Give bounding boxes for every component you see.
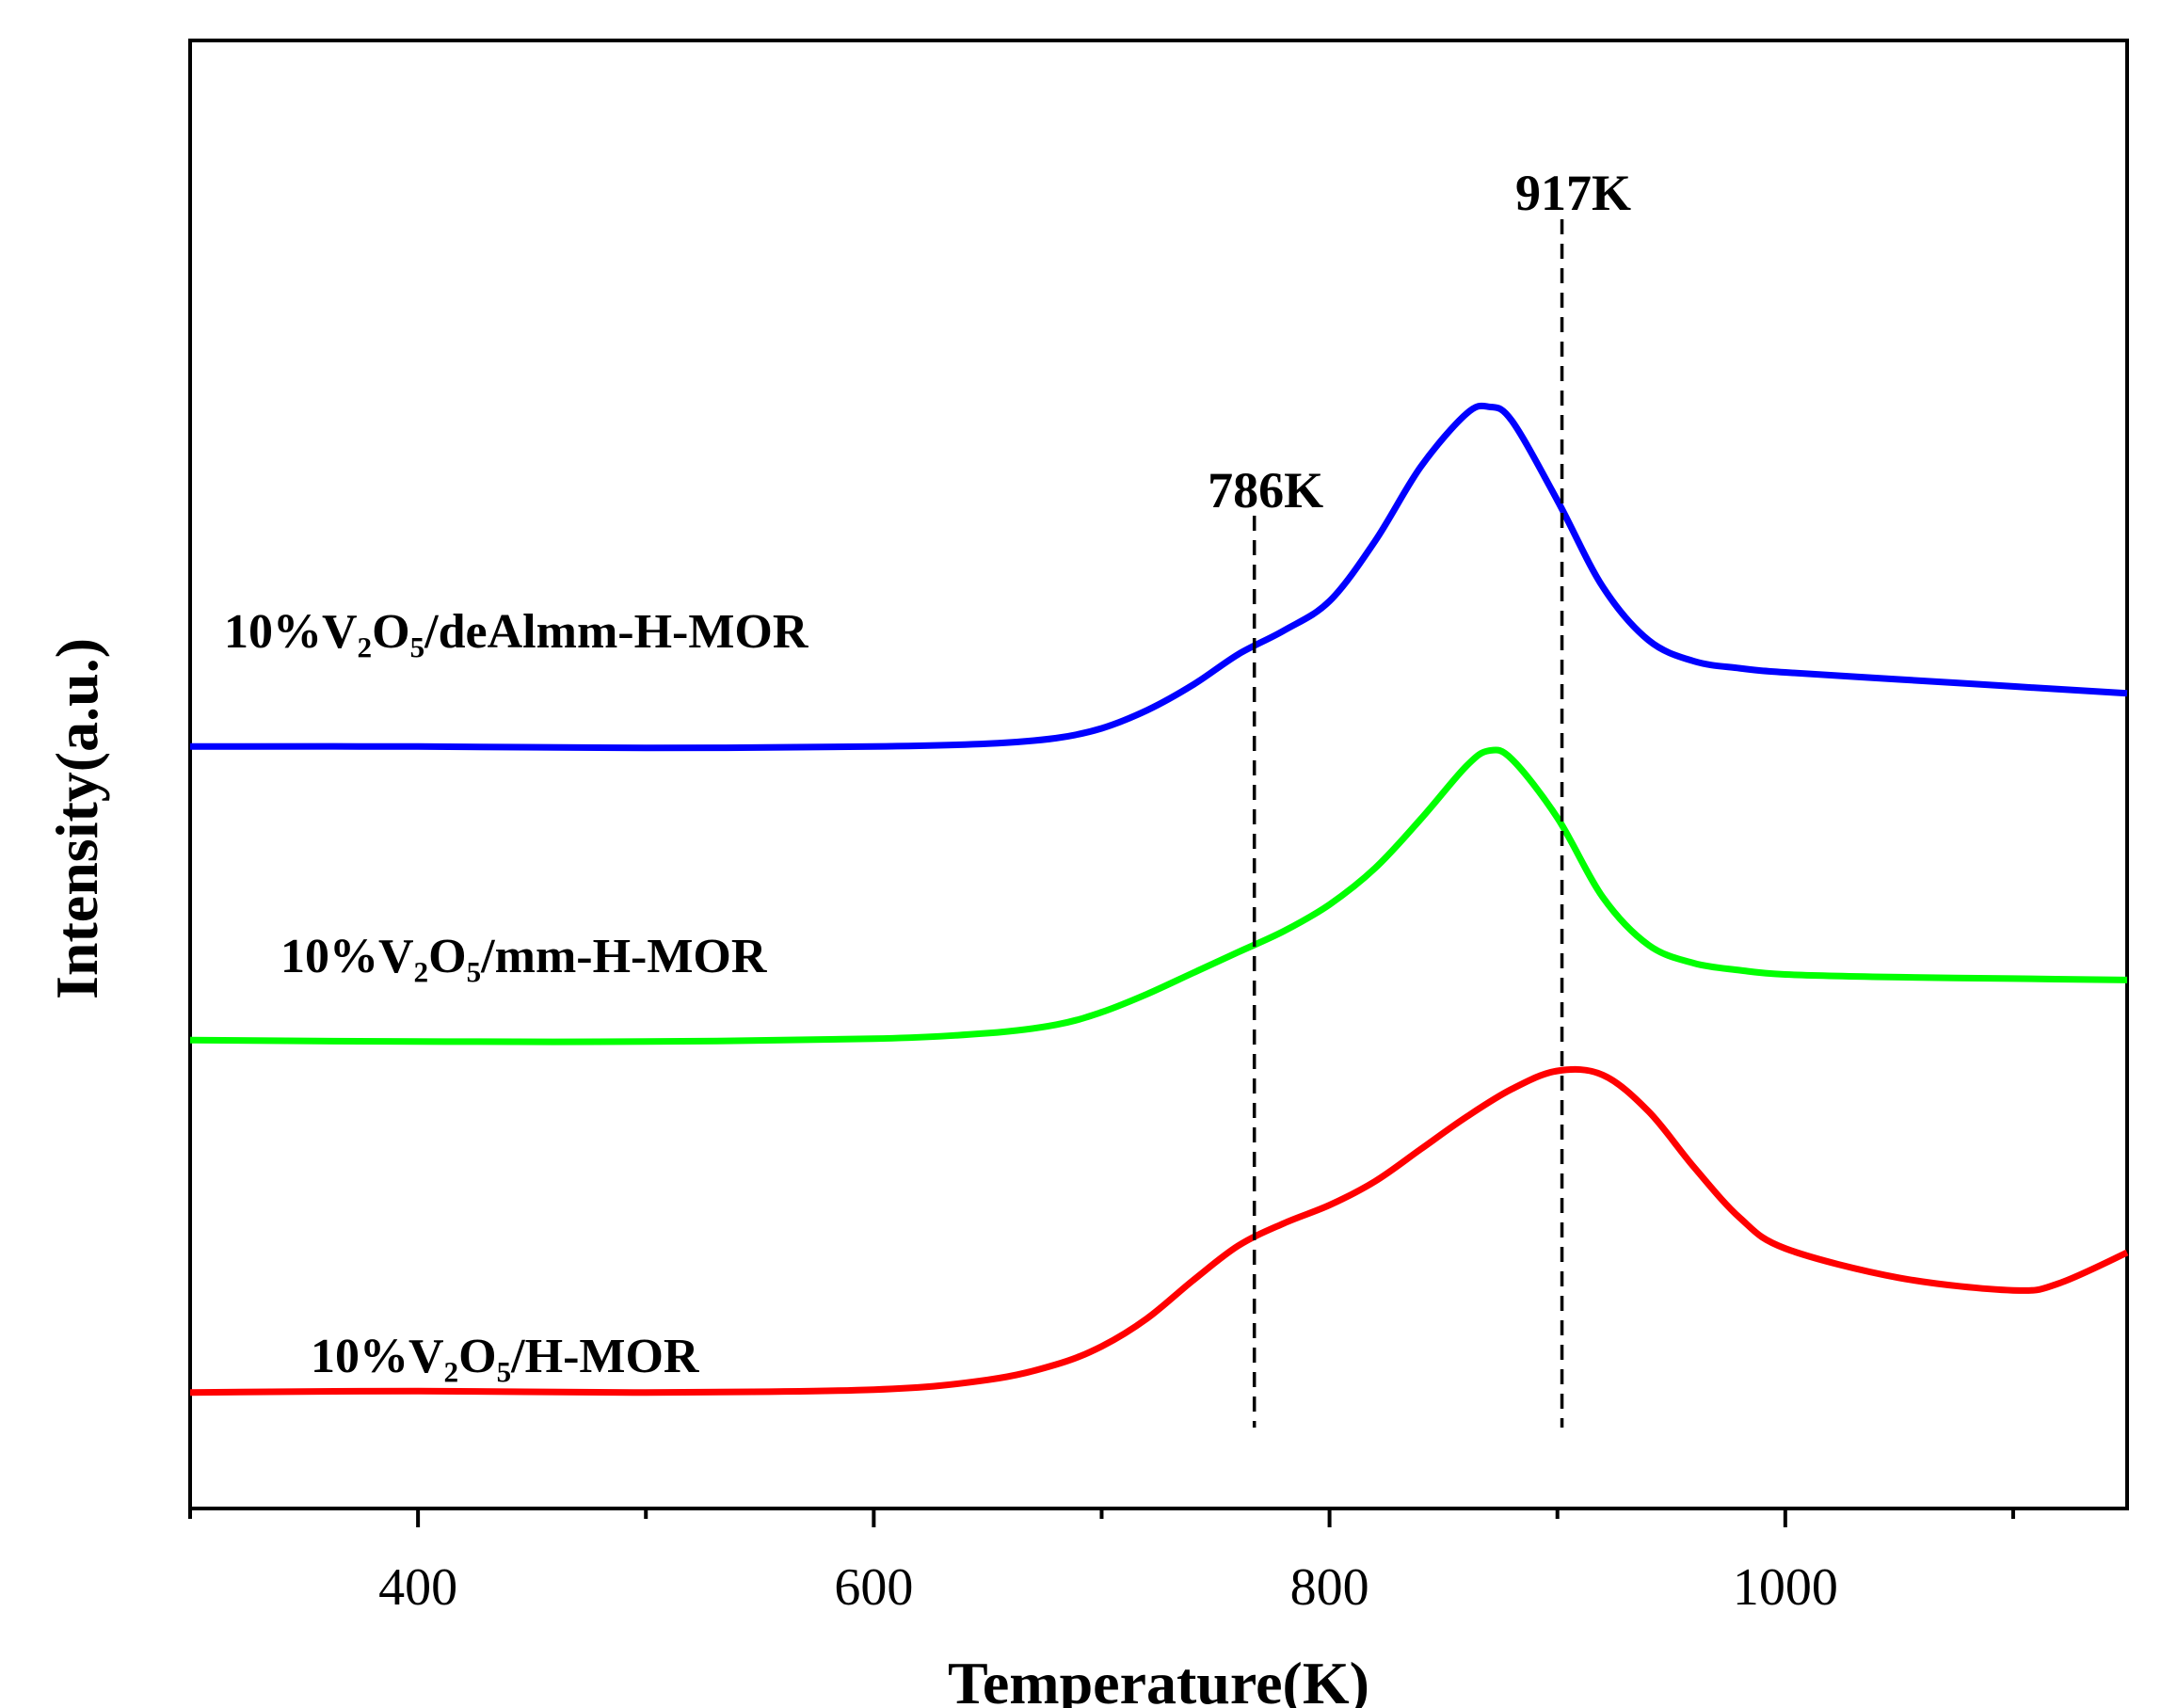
x-axis-tick-labels: 400 600 800 1000 [378, 1558, 1838, 1617]
series-line-10-v-o-mm-h-mor [189, 746, 2128, 1046]
x-tick-label-800: 800 [1290, 1558, 1369, 1617]
series-lines [189, 402, 2129, 1397]
annotation-label-917k: 917K [1515, 165, 1631, 221]
series-labels: 10%V₂O₅/deAlmm-H-MOR 10%V₂O₅/mm-H-MOR 10… [224, 605, 809, 1383]
x-tick-label-400: 400 [378, 1558, 457, 1617]
series-line-10-v-o-dealmm-h-mor [189, 402, 2128, 752]
plot-frame [188, 39, 2129, 1510]
series-line-10-v-o-h-mor [189, 1065, 2129, 1397]
x-tick-label-1000: 1000 [1733, 1558, 1838, 1617]
x-axis-ticks [188, 1508, 2015, 1527]
x-tick-label-600: 600 [834, 1558, 913, 1617]
annotations: 786K 917K [1208, 165, 1631, 1428]
x-axis-title: Temperature(K) [948, 1650, 1369, 1708]
series-label-mm: 10%V₂O₅/mm-H-MOR [280, 930, 768, 983]
annotation-label-786k: 786K [1208, 462, 1323, 519]
series-label-dealmm: 10%V₂O₅/deAlmm-H-MOR [224, 605, 809, 659]
y-axis-title: Intensity(a.u.) [43, 638, 110, 999]
series-label-hmor: 10%V₂O₅/H-MOR [311, 1330, 700, 1383]
